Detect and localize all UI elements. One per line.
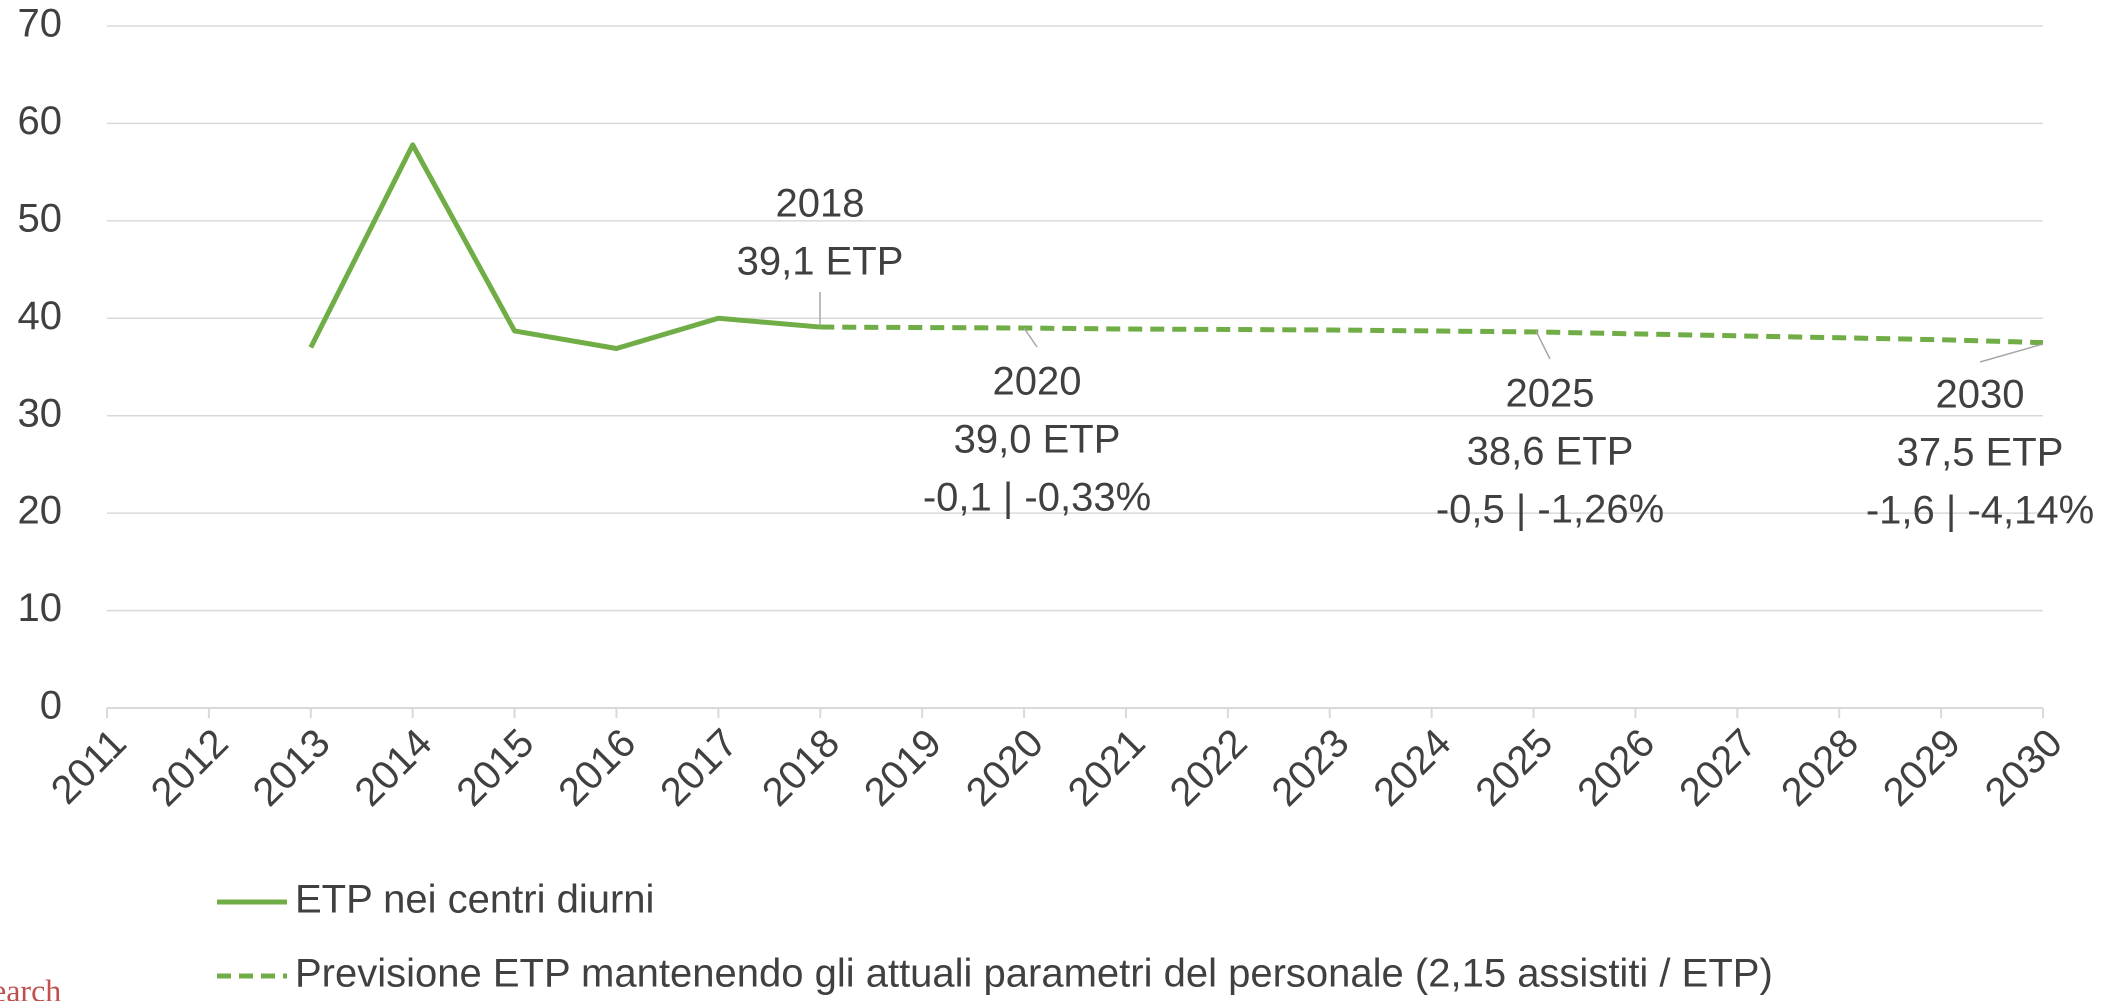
- y-tick-label: 60: [18, 99, 63, 143]
- legend-label: ETP nei centri diurni: [295, 878, 654, 922]
- annotation-text: -1,6 | -4,14%: [1866, 489, 2094, 533]
- x-tick-label: 2025: [1467, 721, 1561, 815]
- x-tick-label: 2022: [1162, 721, 1256, 815]
- legend-label: Previsione ETP mantenendo gli attuali pa…: [295, 952, 1773, 996]
- annotation-text: -0,5 | -1,26%: [1436, 488, 1664, 532]
- annotation-text: 38,6 ETP: [1467, 430, 1634, 474]
- line-series: [308, 142, 821, 351]
- x-tick-label: 2014: [346, 721, 440, 815]
- annotation-text: 39,1 ETP: [737, 240, 904, 284]
- y-tick-label: 40: [18, 294, 63, 338]
- x-tick-label: 2028: [1773, 721, 1867, 815]
- source-fragment: earch: [0, 972, 61, 1001]
- annotation-text: 2020: [993, 360, 1082, 404]
- annotation-text: 39,0 ETP: [954, 418, 1121, 462]
- annotation-text: 2025: [1506, 372, 1595, 416]
- x-tick-label: 2019: [856, 721, 950, 815]
- annotation-text: 2030: [1936, 373, 2025, 417]
- x-tick-label: 2020: [958, 721, 1052, 815]
- y-tick-label: 70: [18, 2, 63, 46]
- y-tick-label: 30: [18, 391, 63, 435]
- annotation-text: 2018: [776, 182, 865, 226]
- x-tick-label: 2016: [550, 721, 644, 815]
- x-tick-label: 2013: [245, 721, 339, 815]
- x-tick-label: 2021: [1060, 721, 1154, 815]
- x-tick-label: 2015: [448, 721, 542, 815]
- y-tick-label: 50: [18, 196, 63, 240]
- line-series: [820, 324, 2044, 346]
- annotation-leader: [1023, 327, 1038, 348]
- x-tick-label: 2030: [1977, 721, 2071, 815]
- x-tick-label: 2017: [652, 721, 746, 815]
- x-tick-label: 2023: [1264, 721, 1358, 815]
- y-tick-label: 20: [18, 489, 63, 533]
- x-tick-label: 2027: [1671, 721, 1765, 815]
- annotation-leader: [1535, 330, 1551, 360]
- annotation-leader: [1979, 343, 2044, 363]
- annotation-text: 37,5 ETP: [1897, 431, 2064, 475]
- x-tick-label: 2018: [754, 721, 848, 815]
- x-tick-label: 2012: [143, 721, 237, 815]
- x-tick-label: 2029: [1875, 721, 1969, 815]
- y-tick-label: 0: [40, 684, 62, 728]
- x-tick-label: 2026: [1569, 721, 1663, 815]
- annotation-text: -0,1 | -0,33%: [923, 476, 1151, 520]
- x-tick-label: 2024: [1365, 721, 1459, 815]
- x-tick-label: 2011: [43, 721, 135, 813]
- y-tick-label: 10: [18, 586, 63, 630]
